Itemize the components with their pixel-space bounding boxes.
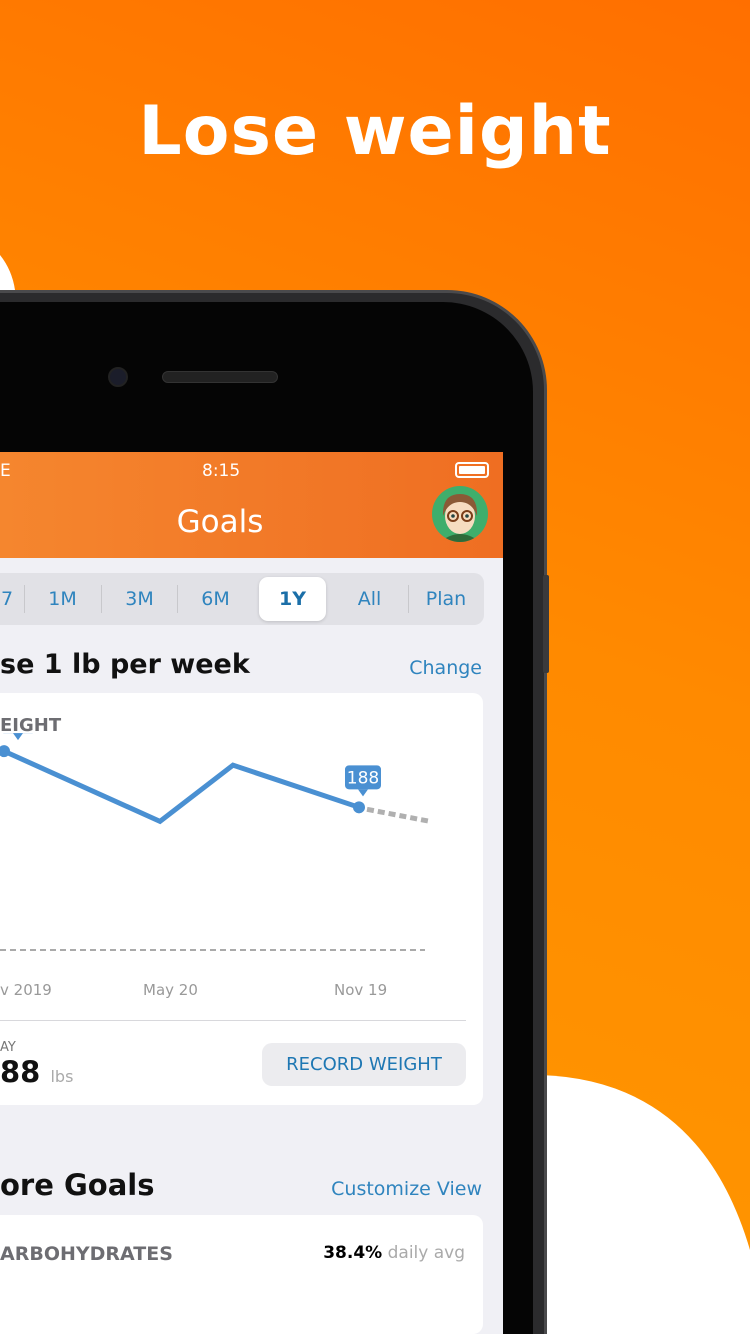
projection-line: [366, 806, 431, 824]
segment-plan[interactable]: Plan: [425, 588, 467, 610]
customize-view-link[interactable]: Customize View: [331, 1178, 482, 1200]
weight-card: EIGHT 96188 v 2019 May 20 Nov 19 AY 88 l…: [0, 693, 483, 1105]
camera-icon: [108, 367, 128, 387]
today-weight-unit: lbs: [50, 1067, 74, 1086]
segment-1m[interactable]: 1M: [48, 588, 77, 610]
page-title: Goals: [176, 504, 264, 540]
data-point: [353, 801, 365, 814]
x-tick-label: v 2019: [0, 981, 52, 999]
status-time: 8:15: [202, 461, 241, 481]
nav-bar: E 8:15 Goals: [0, 452, 503, 558]
carbs-suffix: daily avg: [387, 1243, 465, 1263]
data-label-pointer: [13, 733, 23, 741]
x-tick-label: Nov 19: [334, 981, 388, 999]
today-weight-value: 88: [0, 1055, 41, 1089]
record-weight-button[interactable]: RECORD WEIGHT: [262, 1043, 466, 1086]
data-label: 188: [347, 768, 379, 788]
avatar[interactable]: [432, 486, 488, 542]
segment-all[interactable]: All: [357, 588, 382, 610]
carbs-label: ARBOHYDRATES: [0, 1243, 173, 1265]
carbohydrates-card[interactable]: ARBOHYDRATES 38.4% daily avg: [0, 1215, 483, 1334]
segment-7[interactable]: 7: [0, 588, 14, 610]
more-goals-title: ore Goals: [0, 1168, 155, 1202]
weight-line: [2, 748, 360, 825]
segment-1y[interactable]: 1Y: [259, 577, 326, 621]
weight-chart: 96188: [0, 733, 431, 951]
speaker-grille: [162, 371, 278, 383]
data-label-pointer: [358, 789, 368, 797]
headline: Lose weight: [138, 92, 612, 171]
goal-title: se 1 lb per week: [0, 649, 250, 680]
today-weight: 88 lbs: [0, 1055, 73, 1089]
app-screen: E 8:15 Goals 7 1M 3M 6M 1Y All Plan se 1…: [0, 452, 503, 1334]
carbs-avg: 38.4% daily avg: [323, 1243, 465, 1263]
user-avatar-icon: [440, 494, 480, 542]
data-point: [0, 745, 10, 758]
weight-label: EIGHT: [0, 715, 62, 736]
time-range-segmented-control: 7 1M 3M 6M 1Y All Plan: [0, 573, 484, 625]
phone-side-button: [543, 575, 549, 673]
x-tick-label: May 20: [143, 981, 198, 999]
today-label: AY: [0, 1040, 16, 1055]
change-link[interactable]: Change: [409, 657, 482, 679]
battery-icon: [455, 462, 489, 478]
data-label-bubble: [345, 765, 381, 790]
carrier: E: [0, 461, 11, 481]
divider: [0, 1020, 466, 1021]
segment-3m[interactable]: 3M: [125, 588, 154, 610]
segment-6m[interactable]: 6M: [201, 588, 230, 610]
carbs-value: 38.4%: [323, 1243, 383, 1263]
